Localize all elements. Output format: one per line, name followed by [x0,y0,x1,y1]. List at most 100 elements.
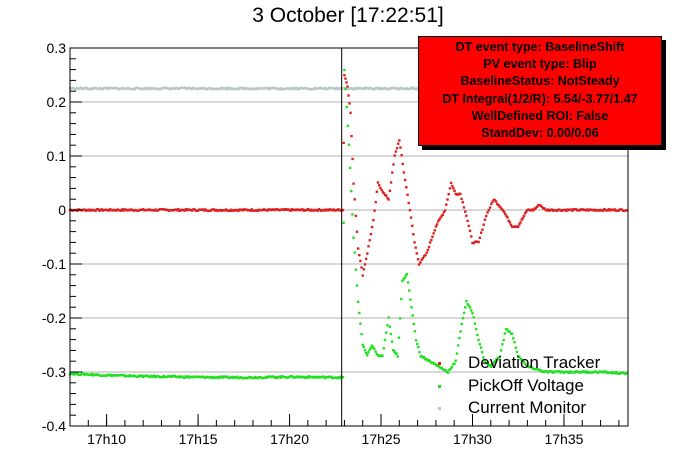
data-point [493,361,496,364]
data-point [546,371,550,374]
data-point [165,86,168,90]
x-tick-label: 17h25 [362,431,401,447]
data-point [196,87,200,91]
data-point [540,370,544,373]
data-point [117,88,120,91]
data-point [413,330,417,333]
data-point [265,375,268,379]
data-point [239,208,242,212]
data-point [479,346,483,349]
data-point [174,375,178,379]
data-point [463,210,467,213]
data-point [482,223,485,226]
data-point [467,304,471,307]
data-point [325,87,329,91]
data-point [204,376,207,380]
data-point [295,208,299,211]
data-point [254,87,257,91]
data-point [238,376,241,379]
data-point [251,87,255,90]
data-point [407,87,411,91]
data-point [224,208,228,211]
data-point [267,375,271,378]
data-point [140,87,144,91]
data-point [533,207,536,210]
data-point [252,87,256,91]
data-point [343,73,346,77]
data-point [98,373,101,377]
data-point [320,209,323,212]
data-point [374,86,378,90]
data-point [432,232,435,235]
data-point [473,240,477,244]
data-point [202,209,206,212]
data-point [329,208,333,212]
data-point [352,236,355,239]
data-point [534,206,538,210]
data-point [287,208,290,211]
data-point [118,209,122,212]
data-point [143,86,146,90]
data-point [373,209,376,212]
data-point [539,369,542,372]
data-point [209,86,212,90]
data-point [146,375,150,378]
legend-label: Current Monitor [468,398,587,417]
data-point [271,208,274,211]
data-point [448,187,452,190]
data-point [154,87,157,90]
data-point [403,178,407,182]
data-point [410,306,413,309]
data-point [566,370,569,374]
data-point [273,87,277,90]
data-point [285,87,289,90]
data-point [488,206,492,209]
data-point [106,87,110,91]
data-point [215,208,218,212]
data-point [227,87,230,91]
data-point [256,209,260,212]
data-point [401,162,404,166]
data-point [300,86,303,90]
data-point [217,376,220,380]
data-point [107,373,111,377]
data-point [416,258,420,261]
data-point [438,218,441,221]
data-point [146,86,150,90]
data-point [507,219,510,222]
data-point [88,87,91,91]
data-point [509,223,513,227]
y-tick-label: 0.2 [47,94,67,110]
data-point [270,375,273,379]
data-point [268,208,272,211]
data-point [239,375,242,379]
data-point [155,87,158,91]
data-point [413,88,417,91]
data-point [515,225,519,228]
data-point [353,198,356,201]
data-point [345,105,348,109]
data-point [243,87,246,91]
data-point [150,87,153,90]
data-point [302,209,306,212]
data-point [122,209,125,212]
data-point [272,208,275,211]
data-point [143,374,146,378]
data-point [201,375,205,378]
data-point [156,87,160,91]
data-point [412,322,415,326]
data-point [222,375,225,378]
data-point [161,86,164,90]
data-point [183,376,186,379]
data-point [592,371,595,374]
data-point [351,157,354,161]
data-point [376,86,379,89]
data-point [98,209,101,212]
data-point [207,209,211,212]
data-point [118,87,122,91]
data-point [409,298,412,301]
data-point [334,376,338,379]
data-point [176,375,179,379]
data-point [393,87,396,90]
data-point [543,207,546,210]
